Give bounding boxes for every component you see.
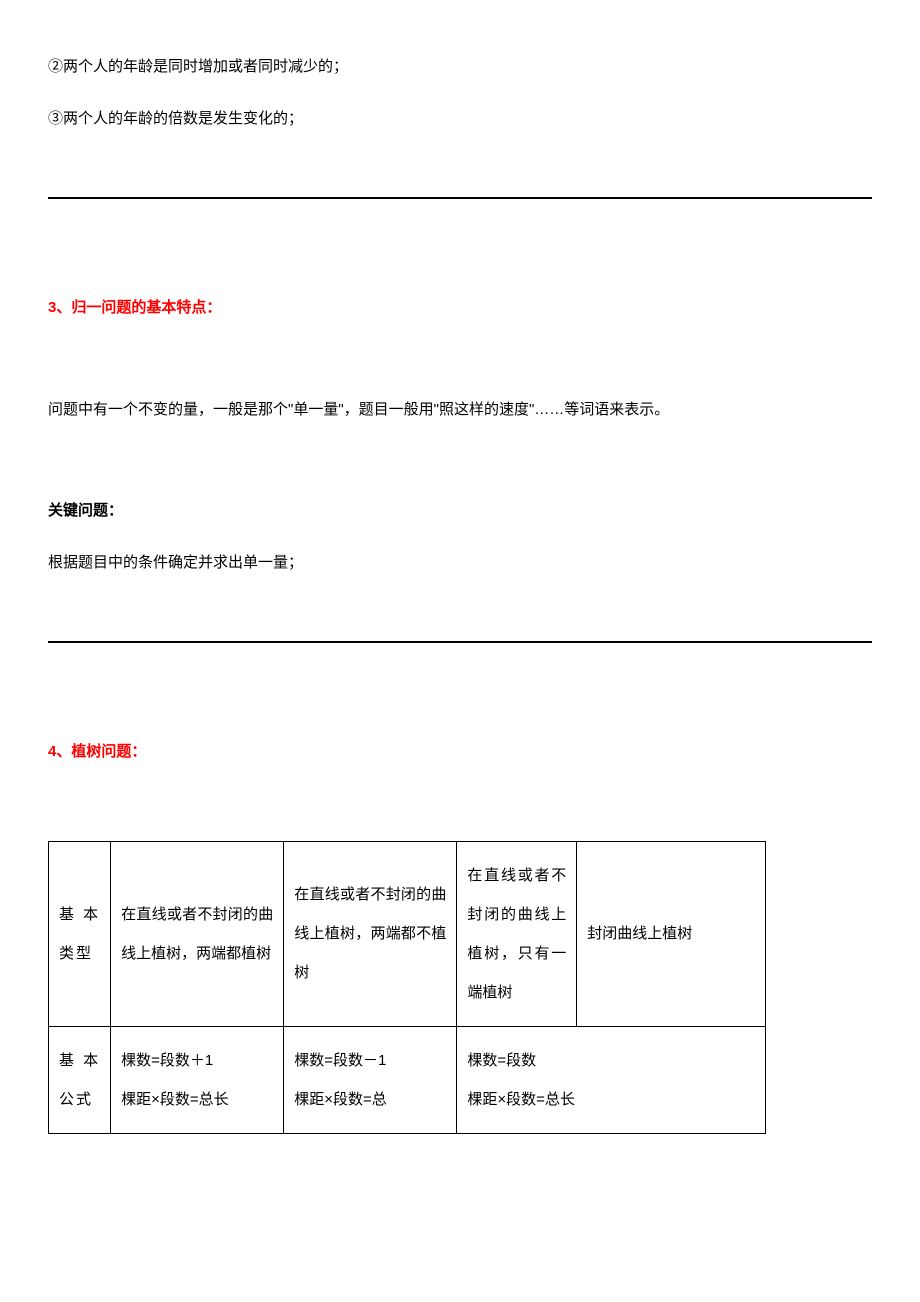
- cell-formula-1: 棵数=段数＋1 棵距×段数=总长: [111, 1026, 284, 1133]
- tree-planting-table: 基本类型 在直线或者不封闭的曲线上植树，两端都植树 在直线或者不封闭的曲线上植树…: [48, 841, 766, 1134]
- heading-guiyi: 3、归一问题的基本特点：: [48, 289, 872, 327]
- divider-2: [48, 641, 872, 643]
- heading-key-problem: 关键问题：: [48, 492, 872, 530]
- divider-1: [48, 197, 872, 199]
- cell-formula-2: 棵数=段数－1 棵距×段数=总: [284, 1026, 457, 1133]
- formula-line: 棵距×段数=总长: [467, 1080, 755, 1119]
- cell-type-3: 在直线或者不封闭的曲线上植树，只有一端植树: [457, 841, 577, 1026]
- cell-type-4: 封闭曲线上植树: [577, 841, 766, 1026]
- formula-line: 棵数=段数＋1: [121, 1041, 273, 1080]
- heading-zhishu: 4、植树问题：: [48, 733, 872, 771]
- table-row: 基本公式 棵数=段数＋1 棵距×段数=总长 棵数=段数－1 棵距×段数=总 棵数…: [49, 1026, 766, 1133]
- text-age-rule-3: ③两个人的年龄的倍数是发生变化的；: [48, 100, 872, 138]
- table-row: 基本类型 在直线或者不封闭的曲线上植树，两端都植树 在直线或者不封闭的曲线上植树…: [49, 841, 766, 1026]
- formula-line: 棵距×段数=总长: [121, 1080, 273, 1119]
- cell-formula-header: 基本公式: [49, 1026, 111, 1133]
- formula-line: 棵距×段数=总: [294, 1080, 446, 1119]
- cell-type-2: 在直线或者不封闭的曲线上植树，两端都不植树: [284, 841, 457, 1026]
- formula-line: 棵数=段数－1: [294, 1041, 446, 1080]
- cell-type-header: 基本类型: [49, 841, 111, 1026]
- cell-type-1: 在直线或者不封闭的曲线上植树，两端都植树: [111, 841, 284, 1026]
- text-guiyi-desc: 问题中有一个不变的量，一般是那个"单一量"，题目一般用"照这样的速度"……等词语…: [48, 391, 872, 429]
- cell-formula-34: 棵数=段数 棵距×段数=总长: [457, 1026, 766, 1133]
- text-key-problem: 根据题目中的条件确定并求出单一量；: [48, 544, 872, 582]
- formula-line: 棵数=段数: [467, 1041, 755, 1080]
- text-age-rule-2: ②两个人的年龄是同时增加或者同时减少的；: [48, 48, 872, 86]
